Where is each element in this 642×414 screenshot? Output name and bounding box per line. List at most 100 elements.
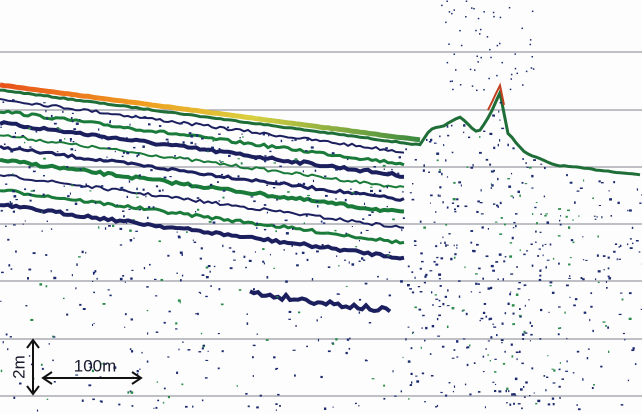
echo-dot [456,247,458,249]
echo-dot [401,228,403,232]
echo-dot [499,119,501,121]
echo-dot [182,141,185,144]
echo-dot [175,322,178,325]
echo-dot [348,261,350,264]
echo-dot [178,348,180,351]
echo-dot [448,382,451,384]
echo-dot [493,146,496,150]
echo-dot [339,293,341,295]
echo-dot [327,350,331,353]
echo-dot [494,358,497,360]
echo-dot [207,265,211,268]
echo-dot [358,298,362,301]
echo-dot [5,225,7,228]
echo-dot [531,264,534,267]
echo-dot [450,257,453,261]
echo-dot [101,137,103,140]
echo-dot [345,351,348,355]
echo-dot [470,230,474,232]
echo-dot [451,80,453,82]
echo-dot [568,226,571,229]
echo-dot [439,194,441,198]
echo-dot [122,275,125,277]
echo-dot [583,311,587,314]
echo-dot [531,325,533,327]
echo-dot [292,227,294,230]
echo-dot [529,340,532,342]
echo-dot [597,270,601,273]
echo-dot [30,318,34,322]
echo-dot [422,314,425,317]
echo-dot [76,263,78,266]
echo-dot [478,33,481,35]
echo-dot [361,257,364,260]
echo-dot [344,198,347,202]
echo-dot [559,397,561,399]
echo-dot [492,323,495,325]
echo-dot [488,77,490,80]
echo-dot [494,221,498,223]
echo-dot [460,184,462,187]
echo-dot [220,161,222,164]
echo-dot [75,374,79,376]
echo-dot [199,257,202,260]
echo-dot [489,132,493,136]
echo-dot [190,141,193,145]
echo-dot [573,304,576,307]
echo-dot [439,135,441,138]
echo-dot [620,404,624,406]
echo-dot [254,158,258,161]
echo-dot [458,280,461,282]
echo-dot [345,232,348,235]
echo-dot [473,362,476,364]
echo-dot [528,299,530,301]
echo-dot [411,291,415,294]
vertical-scale-arrows [26,338,40,396]
echo-dot [531,367,534,370]
echo-dot [605,281,608,283]
echo-dot [21,135,25,137]
echo-dot [547,403,551,406]
echo-dot [514,377,518,381]
echo-dot [425,273,428,277]
echo-dot [587,348,590,350]
echo-dot [430,138,433,141]
echo-dot [302,170,304,173]
echo-dot [0,300,2,302]
echo-dot [32,170,36,173]
echo-dot [459,29,461,32]
echo-dot [414,244,417,246]
echo-dot [533,159,536,161]
echo-dot [485,315,488,318]
echo-dot [388,251,391,254]
echo-dot [122,210,125,212]
echo-dot [497,278,499,280]
echo-dot [510,273,514,275]
echo-dot [332,406,334,408]
echo-dot [582,378,584,381]
echo-dot [143,116,147,118]
echo-dot [463,131,465,134]
echo-dot [320,375,323,379]
echo-dot [326,232,328,234]
echo-dot [273,224,275,227]
echo-dot [495,261,499,263]
echo-dot [386,186,389,189]
echo-dot [93,291,96,294]
echo-dot [155,185,159,188]
echo-dot [181,383,184,386]
echo-dot [501,322,504,325]
echo-dot [537,255,540,257]
echo-dot [368,214,372,216]
vertical-scale-label: 2m [9,355,28,379]
echo-dot [241,133,243,135]
echo-dot [512,323,516,326]
echo-dot [502,362,506,365]
echo-dot [386,205,388,208]
echo-dot [32,252,36,255]
echo-dot [71,112,74,115]
echo-dot [446,244,449,246]
echo-dot [19,382,22,385]
echo-dot [582,236,584,238]
